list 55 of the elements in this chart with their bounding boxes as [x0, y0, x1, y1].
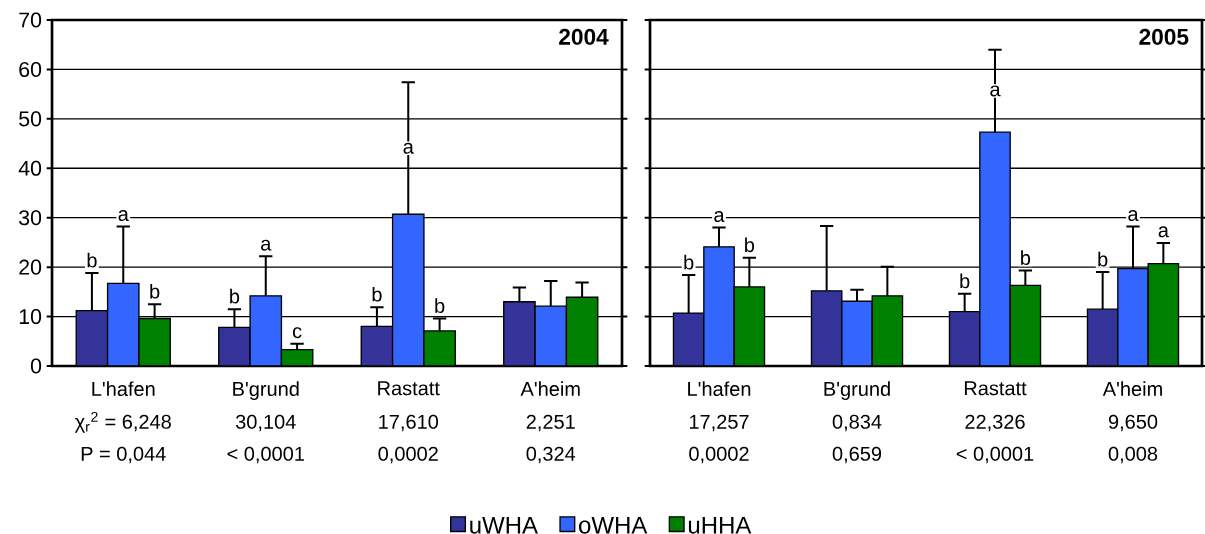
data-label: b [150, 283, 160, 299]
data-label: b [435, 298, 445, 313]
x-tick-label: Rastatt [964, 381, 1027, 396]
x-tick-label: L'hafen [688, 381, 751, 397]
data-label: b [372, 286, 382, 302]
data-label: a [1128, 210, 1139, 221]
chart-title: 2005 [1139, 28, 1189, 45]
text: 0,834 [832, 414, 882, 432]
text: P = 0,044 [81, 446, 166, 464]
text: 17,257 [689, 414, 749, 432]
data-label: a [1158, 226, 1169, 238]
data-label: b [230, 288, 240, 304]
legend-label: uWHA [470, 516, 538, 534]
y-tick-label: 50 [19, 111, 42, 127]
data-label: a [118, 210, 129, 221]
text: 0,008 [1108, 446, 1158, 464]
text: 0,659 [832, 446, 882, 464]
legend-label: oWHA [579, 516, 648, 534]
y-tick-label: 40 [18, 160, 42, 176]
data-label: b [87, 252, 97, 268]
text: χ$_{r}$$^{2}$ = 6,248 [74, 411, 171, 433]
data-label: b [1098, 251, 1108, 267]
data-label: a [261, 239, 272, 251]
x-tick-label: B'grund [824, 381, 890, 400]
text: 17,610 [379, 414, 439, 432]
x-tick-label: A'heim [520, 381, 580, 397]
y-tick-label: 0 [30, 358, 42, 374]
x-tick-label: A'heim [1102, 381, 1162, 397]
text: 0,0002 [378, 446, 438, 464]
x-tick-label: B'grund [233, 381, 299, 400]
data-label: b [1021, 250, 1031, 265]
data-label: b [960, 273, 970, 289]
text: 9,650 [1108, 414, 1158, 432]
text: 2,251 [526, 414, 575, 432]
text: < 0,0001 [227, 446, 304, 464]
y-tick-label: 10 [19, 309, 42, 325]
data-label: b [684, 254, 694, 270]
y-tick-label: 20 [19, 259, 42, 275]
data-label: b [745, 237, 755, 253]
data-label: a [714, 211, 725, 222]
y-tick-label: 60 [19, 61, 42, 77]
data-label: a [403, 142, 414, 154]
data-label: c [292, 327, 302, 339]
text: 30,104 [235, 414, 296, 432]
y-tick-label: 30 [19, 210, 42, 226]
text: 22,326 [965, 414, 1025, 432]
chart-title: 2004 [559, 28, 609, 45]
text: 0,0002 [689, 446, 749, 464]
y-tick-label: 70 [19, 12, 42, 28]
text: 0,324 [526, 446, 576, 464]
text: < 0,0001 [956, 446, 1034, 464]
x-tick-label: Rastatt [378, 381, 440, 396]
legend-label: uHHA [688, 516, 752, 534]
data-label: a [990, 85, 1001, 97]
x-tick-label: L'hafen [92, 381, 155, 397]
